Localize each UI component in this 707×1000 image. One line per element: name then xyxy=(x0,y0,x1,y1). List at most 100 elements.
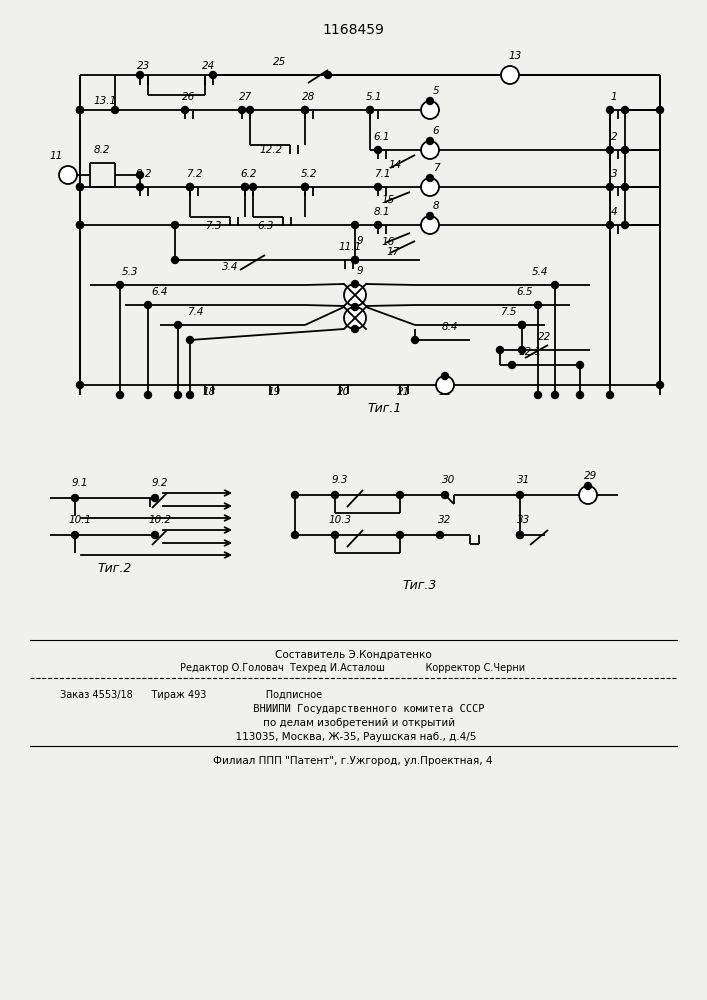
Circle shape xyxy=(375,146,382,153)
Circle shape xyxy=(242,184,248,190)
Circle shape xyxy=(441,491,448,498)
Circle shape xyxy=(585,483,592,489)
Circle shape xyxy=(76,222,83,229)
Circle shape xyxy=(508,361,515,368)
Circle shape xyxy=(534,302,542,308)
Text: 8: 8 xyxy=(433,201,439,211)
Text: 6: 6 xyxy=(433,126,439,136)
Text: 7.4: 7.4 xyxy=(187,307,203,317)
Circle shape xyxy=(421,141,439,159)
Text: 19: 19 xyxy=(267,387,281,397)
Circle shape xyxy=(238,106,245,113)
Circle shape xyxy=(301,106,308,113)
Text: 11: 11 xyxy=(49,151,63,161)
Text: 7.3: 7.3 xyxy=(205,221,221,231)
Text: 9: 9 xyxy=(357,266,363,276)
Circle shape xyxy=(291,491,298,498)
Circle shape xyxy=(375,184,382,190)
Circle shape xyxy=(301,184,308,190)
Text: 32: 32 xyxy=(438,515,452,525)
Text: 8.4: 8.4 xyxy=(442,322,458,332)
Text: 6.3: 6.3 xyxy=(258,221,274,231)
Text: 23: 23 xyxy=(137,61,151,71)
Text: 17: 17 xyxy=(386,247,399,257)
Circle shape xyxy=(187,391,194,398)
Text: 15: 15 xyxy=(381,195,395,205)
Text: 4: 4 xyxy=(611,207,617,217)
Text: 12.2: 12.2 xyxy=(259,145,283,155)
Circle shape xyxy=(621,184,629,190)
Circle shape xyxy=(607,146,614,153)
Text: 3.4: 3.4 xyxy=(222,262,238,272)
Text: 1: 1 xyxy=(611,92,617,102)
Circle shape xyxy=(426,174,433,182)
Circle shape xyxy=(421,101,439,119)
Circle shape xyxy=(518,322,525,328)
Text: 8.1: 8.1 xyxy=(374,207,390,217)
Text: 31: 31 xyxy=(518,475,531,485)
Text: 9.3: 9.3 xyxy=(332,475,349,485)
Circle shape xyxy=(136,172,144,178)
Circle shape xyxy=(175,391,182,398)
Circle shape xyxy=(172,222,178,229)
Circle shape xyxy=(657,381,663,388)
Circle shape xyxy=(250,184,257,190)
Text: 10.3: 10.3 xyxy=(329,515,351,525)
Circle shape xyxy=(366,106,373,113)
Circle shape xyxy=(247,106,254,113)
Circle shape xyxy=(76,381,83,388)
Circle shape xyxy=(151,532,158,538)
Text: 5.1: 5.1 xyxy=(366,92,382,102)
Circle shape xyxy=(112,106,119,113)
Text: 6.5: 6.5 xyxy=(517,287,533,297)
Text: 5.3: 5.3 xyxy=(122,267,139,277)
Text: 2: 2 xyxy=(611,132,617,142)
Text: 5.4: 5.4 xyxy=(532,267,548,277)
Circle shape xyxy=(144,302,151,308)
Circle shape xyxy=(351,256,358,263)
Circle shape xyxy=(426,213,433,220)
Circle shape xyxy=(344,284,366,306)
Circle shape xyxy=(375,222,382,229)
Text: 6.1: 6.1 xyxy=(374,132,390,142)
Circle shape xyxy=(187,184,194,190)
Text: 14: 14 xyxy=(388,160,402,170)
Circle shape xyxy=(426,137,433,144)
Text: 30: 30 xyxy=(443,475,455,485)
Text: 12: 12 xyxy=(438,387,452,397)
Circle shape xyxy=(366,106,373,113)
Text: 6.4: 6.4 xyxy=(152,287,168,297)
Circle shape xyxy=(576,361,583,368)
Text: 10.1: 10.1 xyxy=(69,515,92,525)
Text: 10.2: 10.2 xyxy=(148,515,172,525)
Text: Τиг.2: Τиг.2 xyxy=(98,562,132,575)
Circle shape xyxy=(325,72,332,79)
Text: Заказ 4553/18      Тираж 493                   Подписное: Заказ 4553/18 Тираж 493 Подписное xyxy=(60,690,322,700)
Circle shape xyxy=(144,391,151,398)
Circle shape xyxy=(607,184,614,190)
Circle shape xyxy=(621,222,629,229)
Circle shape xyxy=(76,184,83,190)
Circle shape xyxy=(517,532,523,538)
Text: 7.5: 7.5 xyxy=(500,307,516,317)
Text: 3: 3 xyxy=(611,169,617,179)
Text: 9.2: 9.2 xyxy=(152,478,168,488)
Text: по делам изобретений и открытий: по делам изобретений и открытий xyxy=(250,718,455,728)
Circle shape xyxy=(332,532,339,538)
Circle shape xyxy=(172,256,178,263)
Text: 24: 24 xyxy=(202,61,216,71)
Circle shape xyxy=(136,72,144,79)
Text: Τиг.3: Τиг.3 xyxy=(403,579,437,592)
Text: 5.2: 5.2 xyxy=(300,169,317,179)
Text: 1168459: 1168459 xyxy=(322,23,384,37)
Circle shape xyxy=(187,184,194,190)
Circle shape xyxy=(151,494,158,502)
Circle shape xyxy=(517,491,523,498)
Circle shape xyxy=(175,322,182,328)
Text: 25: 25 xyxy=(274,57,286,67)
Circle shape xyxy=(76,222,83,229)
Text: 113035, Москва, Ж-35, Раушская наб., д.4/5: 113035, Москва, Ж-35, Раушская наб., д.4… xyxy=(229,732,477,742)
Text: 20: 20 xyxy=(337,387,351,397)
Circle shape xyxy=(301,106,308,113)
Circle shape xyxy=(344,307,366,329)
